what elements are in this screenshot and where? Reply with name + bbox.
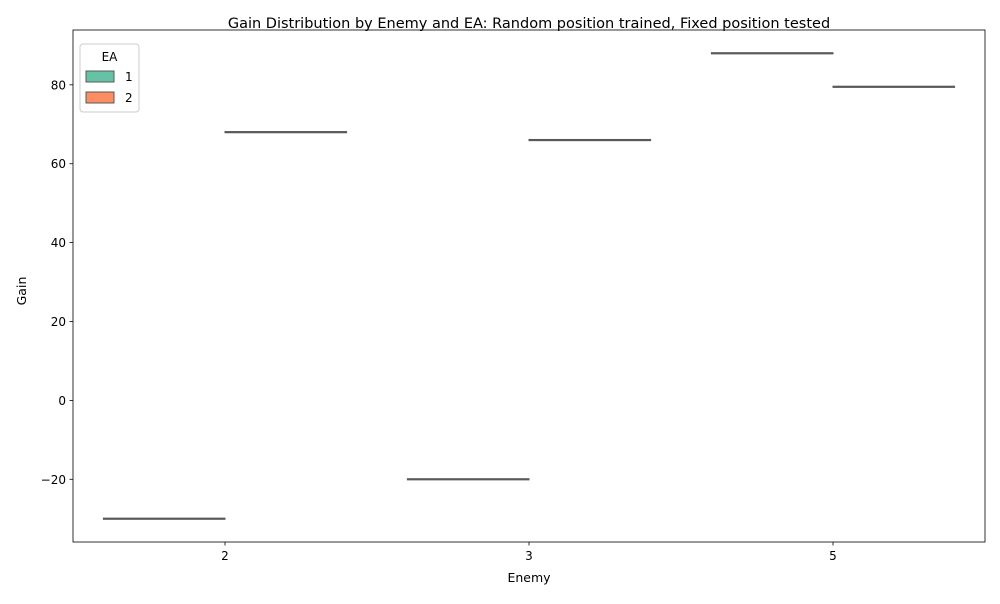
- x-tick-label: 5: [829, 549, 837, 563]
- legend-label-ea-1: 1: [125, 70, 133, 84]
- x-tick-label: 2: [221, 549, 229, 563]
- legend-swatch-ea-2: [85, 91, 115, 104]
- axes-frame: [72, 29, 986, 543]
- legend-title: EA: [102, 50, 119, 64]
- legend-swatch-ea-1: [85, 70, 115, 83]
- box-marks: [102, 52, 956, 520]
- y-tick-label: 20: [51, 315, 66, 329]
- y-axis-label: Gain: [14, 277, 29, 306]
- x-tick-label: 3: [525, 549, 533, 563]
- chart-title: Gain Distribution by Enemy and EA: Rando…: [228, 16, 830, 32]
- y-tick-label: −20: [41, 473, 66, 487]
- y-tick-label: 40: [51, 236, 66, 250]
- y-tick-label: 80: [51, 78, 66, 92]
- y-ticks: −20 0 20 40 60 80: [41, 78, 73, 487]
- legend: EA 1 2: [79, 43, 140, 113]
- y-tick-label: 60: [51, 157, 66, 171]
- legend-label-ea-2: 2: [125, 91, 133, 105]
- x-ticks: 2 3 5: [221, 542, 837, 563]
- x-axis-label: Enemy: [507, 570, 551, 585]
- y-tick-label: 0: [58, 394, 66, 408]
